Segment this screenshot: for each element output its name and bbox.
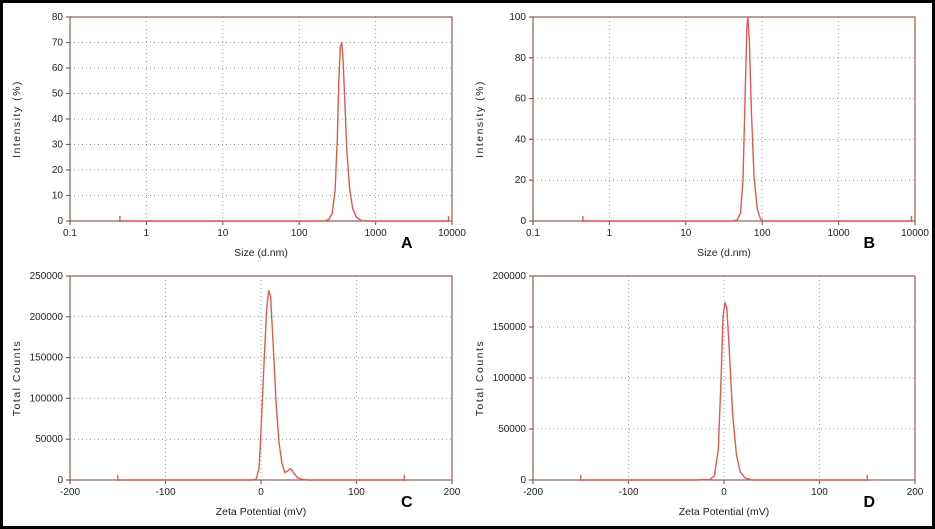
svg-text:50000: 50000 [498, 424, 526, 435]
svg-text:-100: -100 [156, 487, 176, 498]
svg-text:1: 1 [144, 228, 150, 239]
svg-text:0: 0 [58, 216, 64, 227]
chart-c-zeta-counts: 0 50000 100000 150000 200000 250000 -200 -100 0 1… [11, 271, 461, 518]
svg-text:80: 80 [515, 53, 527, 64]
svg-text:0: 0 [58, 475, 64, 486]
svg-text:100000: 100000 [30, 394, 64, 405]
panels-grid: 0 10 20 30 40 50 60 70 80 0.1 1 10 100 1000 10000 Size … [5, 5, 930, 524]
panel-label-a: A [400, 234, 413, 252]
svg-text:-100: -100 [618, 487, 638, 498]
panel-b-size-distribution: 0 20 40 60 80 100 0.1 1 10 100 1000 10000 Size (d.nm… [468, 5, 931, 265]
chart-a-size-intensity: 0 10 20 30 40 50 60 70 80 0.1 1 10 100 1000 10000 Size … [11, 12, 466, 259]
chart-d-zeta-counts: 0 50000 100000 150000 200000 -200 -100 0 100 200 Z… [474, 271, 924, 518]
svg-text:100: 100 [509, 12, 526, 23]
svg-text:1000: 1000 [827, 228, 850, 239]
svg-text:100: 100 [291, 228, 308, 239]
svg-text:0.1: 0.1 [526, 228, 540, 239]
svg-text:0.1: 0.1 [63, 228, 77, 239]
svg-text:50: 50 [52, 88, 64, 99]
svg-text:1: 1 [606, 228, 612, 239]
svg-text:Zeta Potential (mV): Zeta Potential (mV) [216, 506, 306, 518]
svg-text:100000: 100000 [492, 373, 526, 384]
svg-text:40: 40 [52, 114, 64, 125]
svg-text:Total Counts: Total Counts [11, 340, 23, 416]
svg-text:0: 0 [258, 487, 264, 498]
panel-label-c: C [400, 494, 413, 511]
svg-text:Zeta Potential (mV): Zeta Potential (mV) [679, 506, 769, 518]
svg-text:70: 70 [52, 37, 64, 48]
svg-text:150000: 150000 [492, 322, 526, 333]
svg-text:60: 60 [515, 93, 527, 104]
svg-text:Size (d.nm): Size (d.nm) [697, 247, 751, 259]
svg-text:10000: 10000 [438, 228, 466, 239]
svg-text:0: 0 [520, 216, 526, 227]
svg-text:150000: 150000 [30, 353, 64, 364]
svg-text:Total Counts: Total Counts [474, 340, 486, 416]
svg-text:100: 100 [811, 487, 828, 498]
panel-label-d: D [863, 494, 875, 511]
svg-text:250000: 250000 [30, 271, 64, 282]
svg-text:50000: 50000 [35, 434, 63, 445]
svg-text:200: 200 [906, 487, 923, 498]
svg-text:100: 100 [754, 228, 771, 239]
svg-text:80: 80 [52, 12, 64, 23]
svg-text:20: 20 [52, 165, 64, 176]
svg-text:30: 30 [52, 139, 64, 150]
panel-d-zeta-potential: 0 50000 100000 150000 200000 -200 -100 0 100 200 Z… [468, 265, 931, 525]
chart-b-size-intensity: 0 20 40 60 80 100 0.1 1 10 100 1000 10000 Size (d.nm… [474, 12, 929, 259]
panel-c-zeta-potential: 0 50000 100000 150000 200000 250000 -200 -100 0 1… [5, 265, 468, 525]
svg-text:100: 100 [348, 487, 365, 498]
svg-text:-200: -200 [60, 487, 80, 498]
svg-text:0: 0 [520, 475, 526, 486]
svg-text:Size (d.nm): Size (d.nm) [234, 247, 288, 259]
svg-text:1000: 1000 [365, 228, 388, 239]
svg-text:Intensity (%): Intensity (%) [11, 80, 23, 158]
panel-label-b: B [863, 234, 875, 252]
svg-text:10: 10 [680, 228, 692, 239]
svg-text:200000: 200000 [30, 312, 64, 323]
svg-text:40: 40 [515, 134, 527, 145]
svg-text:0: 0 [721, 487, 727, 498]
svg-text:10: 10 [52, 190, 64, 201]
panel-a-size-distribution: 0 10 20 30 40 50 60 70 80 0.1 1 10 100 1000 10000 Size … [5, 5, 468, 265]
svg-text:10000: 10000 [901, 228, 929, 239]
svg-text:200000: 200000 [492, 271, 526, 282]
svg-text:200: 200 [444, 487, 461, 498]
svg-text:-200: -200 [523, 487, 543, 498]
svg-text:10: 10 [217, 228, 229, 239]
svg-text:60: 60 [52, 63, 64, 74]
svg-text:Intensity (%): Intensity (%) [474, 80, 486, 158]
svg-text:20: 20 [515, 175, 527, 186]
